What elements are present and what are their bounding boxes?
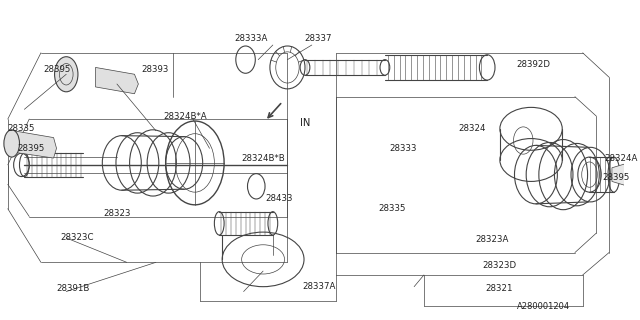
Text: 28324B*B: 28324B*B — [242, 154, 285, 163]
Text: 28324: 28324 — [458, 124, 486, 133]
Text: 28324A: 28324A — [604, 154, 637, 163]
Text: 28335: 28335 — [378, 204, 406, 213]
Polygon shape — [13, 131, 56, 158]
Text: A280001204: A280001204 — [516, 302, 570, 311]
Text: 28324B*A: 28324B*A — [164, 112, 207, 121]
Text: 28433: 28433 — [265, 195, 292, 204]
Text: 28395: 28395 — [602, 173, 630, 182]
Text: 28395: 28395 — [44, 65, 71, 74]
Text: 28323D: 28323D — [483, 261, 516, 270]
Polygon shape — [95, 68, 138, 94]
Text: 28323: 28323 — [103, 209, 131, 218]
Text: 28395: 28395 — [17, 144, 45, 153]
Text: IN: IN — [300, 118, 310, 128]
Text: 28392D: 28392D — [516, 60, 550, 69]
Text: 28323C: 28323C — [60, 234, 94, 243]
Text: 28321: 28321 — [485, 284, 513, 293]
Text: 28333: 28333 — [390, 144, 417, 153]
Text: 28323A: 28323A — [476, 236, 509, 244]
Ellipse shape — [4, 130, 19, 157]
Text: 28335: 28335 — [8, 124, 35, 133]
Text: 28393: 28393 — [141, 65, 169, 74]
Text: 28337A: 28337A — [302, 282, 335, 291]
Text: 28333A: 28333A — [234, 34, 268, 43]
Polygon shape — [612, 162, 634, 187]
Text: 28391B: 28391B — [56, 284, 90, 293]
Text: 28337: 28337 — [304, 34, 332, 43]
Ellipse shape — [54, 57, 78, 92]
